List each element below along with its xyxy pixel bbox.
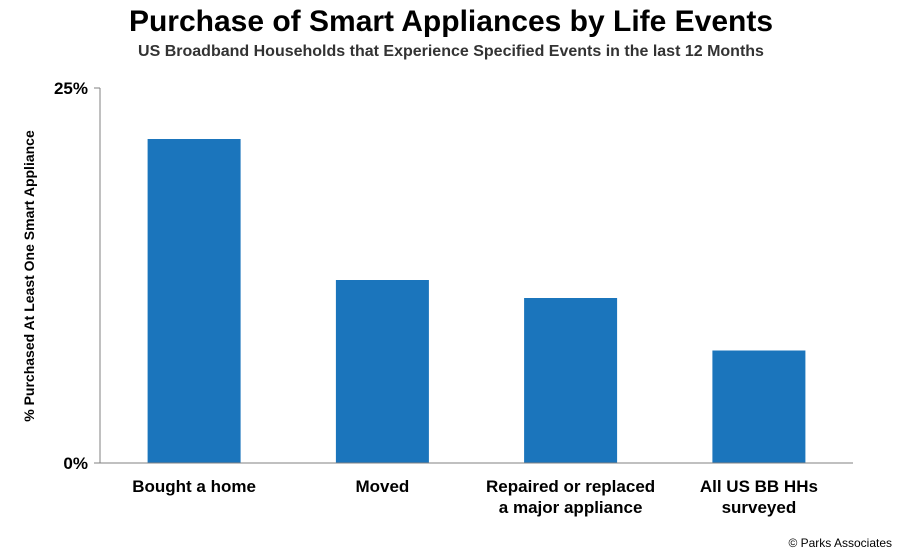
- x-tick-label-3: All US BB HHs surveyed: [700, 477, 818, 517]
- x-tick-label-0-line-0: Bought a home: [132, 477, 256, 496]
- x-tick-label-3-line-1: surveyed: [722, 498, 797, 517]
- y-tick-marks: [94, 87, 100, 464]
- bar-1: [335, 280, 429, 463]
- chart-subtitle: US Broadband Households that Experience …: [138, 43, 764, 60]
- copyright-notice: © Parks Associates: [788, 536, 892, 550]
- x-tick-label-2-line-1: a major appliance: [499, 498, 643, 517]
- bar-2: [524, 298, 618, 463]
- x-tick-label-0: Bought a home: [132, 477, 256, 496]
- x-tick-label-2-line-0: Repaired or replaced: [486, 477, 655, 496]
- x-tick-label-1-line-0: Moved: [355, 477, 409, 496]
- x-tick-label-3-line-0: All US BB HHs: [700, 477, 818, 496]
- bars: [147, 139, 806, 463]
- bar-0: [147, 139, 241, 463]
- x-tick-labels: Bought a home Moved Repaired or replaced a …: [132, 477, 818, 517]
- y-tick-label-1: 25%: [54, 79, 88, 98]
- y-tick-label-0: 0%: [63, 454, 88, 473]
- y-tick-labels: 0% 25%: [54, 79, 88, 473]
- bar-3: [712, 350, 806, 463]
- y-axis-label: % Purchased At Least One Smart Appliance: [21, 130, 37, 422]
- chart-title: Purchase of Smart Appliances by Life Eve…: [128, 5, 774, 38]
- x-tick-label-1: Moved: [355, 477, 409, 496]
- x-tick-label-2: Repaired or replaced a major appliance: [486, 477, 655, 517]
